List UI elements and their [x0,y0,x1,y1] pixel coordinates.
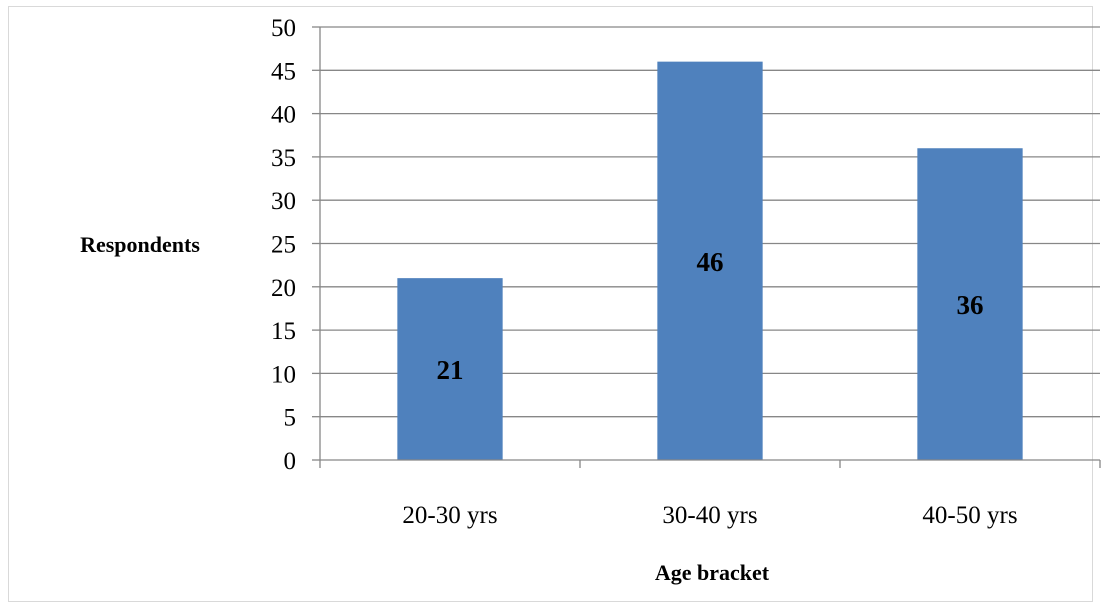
chart-frame [8,6,1093,602]
x-axis-title: Age bracket [655,560,770,585]
y-tick-label: 0 [284,448,297,475]
x-tick-label: 40-50 yrs [922,502,1017,529]
data-label: 46 [697,247,724,277]
y-tick-label: 35 [271,145,296,172]
bar [397,278,503,460]
x-tick-label: 30-40 yrs [662,502,757,529]
y-axis-title: Respondents [80,232,200,257]
axes [312,26,1101,468]
y-tick-label: 50 [271,15,296,42]
y-tick-label: 30 [271,188,296,215]
bar [657,61,763,460]
y-tick-label: 10 [271,361,296,388]
y-tick-label: 25 [271,232,296,259]
data-label: 36 [957,290,984,320]
y-tick-label: 15 [271,318,296,345]
bar [917,148,1023,461]
labels: 0 5 10 15 20 25 30 35 40 45 50 21 20-30 yrs 46 30-40 y… [271,15,1018,529]
y-tick-label: 20 [271,275,296,302]
y-tick-label: 5 [284,405,297,432]
data-label: 21 [437,355,464,385]
bars [397,61,1023,461]
y-tick-label: 40 [271,102,296,129]
y-tick-label: 45 [271,58,296,85]
x-tick-label: 20-30 yrs [402,502,497,529]
